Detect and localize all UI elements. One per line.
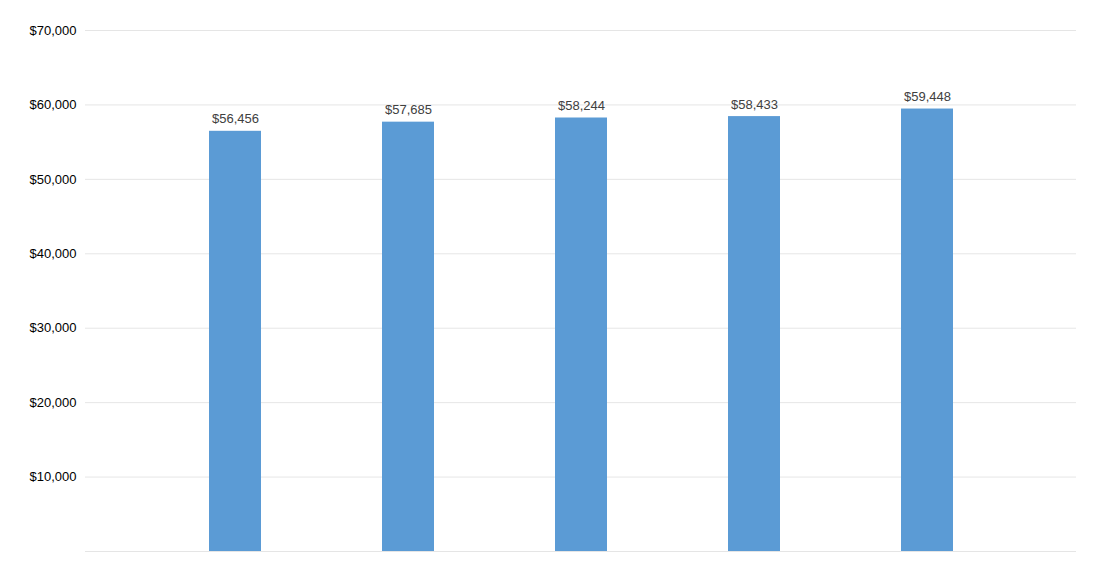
svg-text:$56,456: $56,456: [212, 111, 259, 126]
svg-text:$58,433: $58,433: [731, 97, 778, 112]
svg-text:$60,000: $60,000: [30, 97, 77, 112]
svg-text:$57,685: $57,685: [385, 102, 432, 117]
svg-text:$10,000: $10,000: [30, 469, 77, 484]
svg-text:$50,000: $50,000: [30, 172, 77, 187]
svg-text:$20,000: $20,000: [30, 395, 77, 410]
svg-text:$58,244: $58,244: [558, 98, 605, 113]
svg-text:$59,448: $59,448: [904, 89, 951, 104]
svg-text:$70,000: $70,000: [30, 23, 77, 38]
svg-text:$30,000: $30,000: [30, 320, 77, 335]
svg-text:$40,000: $40,000: [30, 246, 77, 261]
